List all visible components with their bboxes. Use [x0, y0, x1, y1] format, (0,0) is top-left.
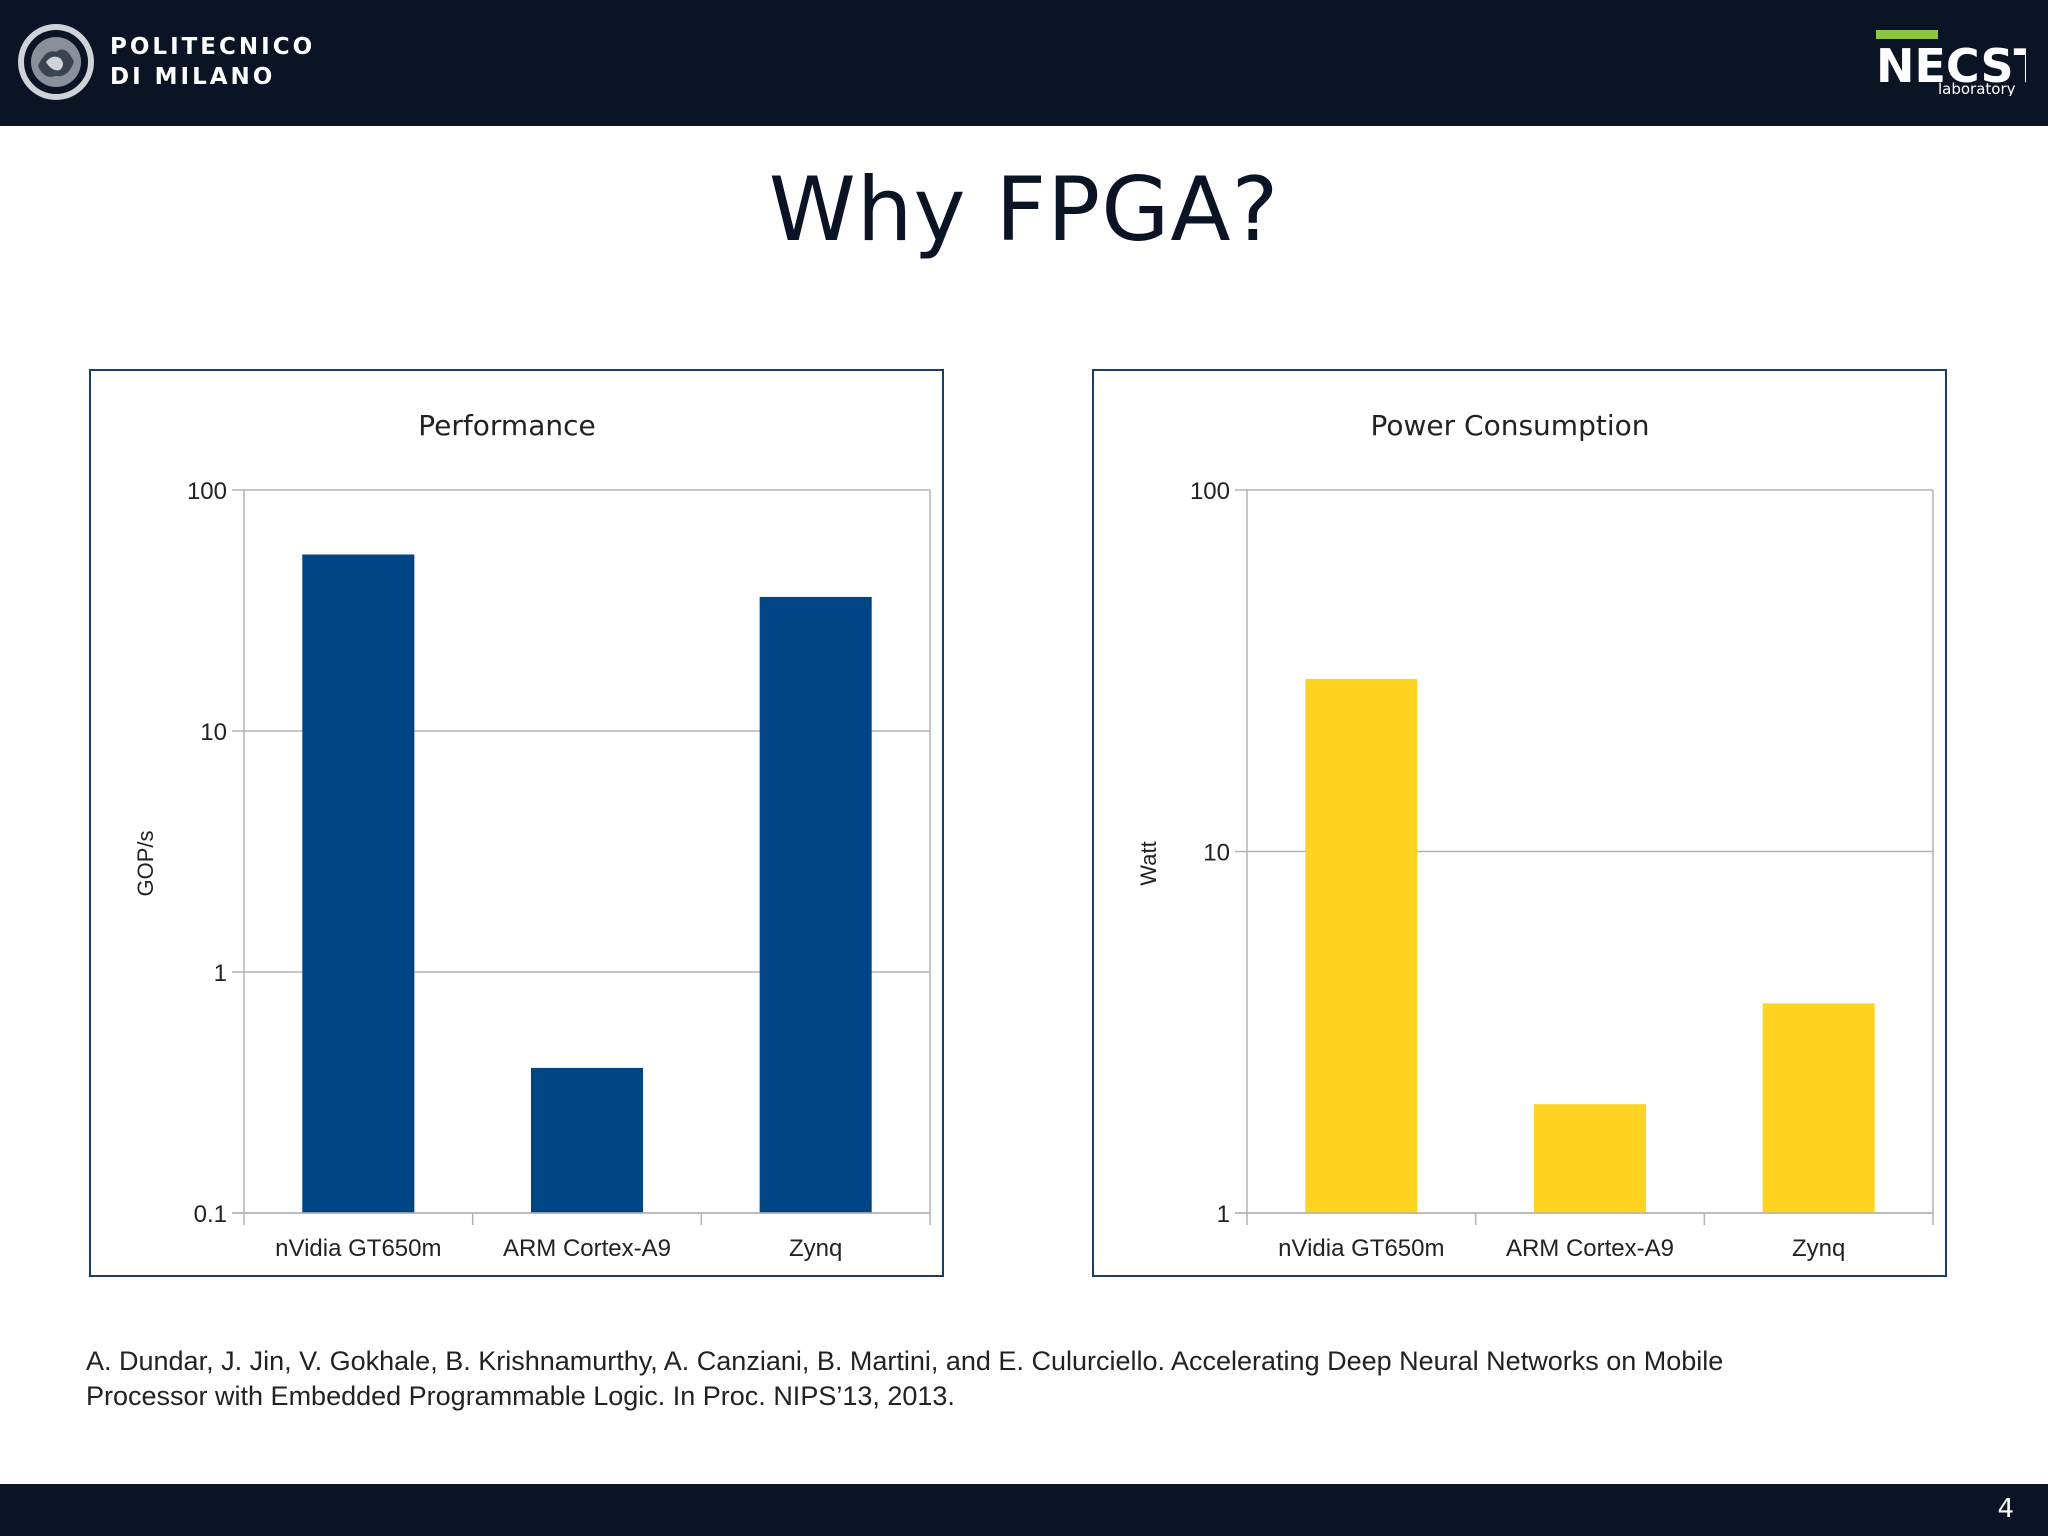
necst-logo-subtext: laboratory — [1938, 80, 2016, 96]
chart-title: Power Consumption — [1370, 409, 1649, 442]
x-category-label: nVidia GT650m — [1278, 1235, 1444, 1262]
x-category-label: ARM Cortex-A9 — [503, 1235, 671, 1262]
y-tick-label: 1 — [1217, 1201, 1230, 1228]
y-tick-label: 0.1 — [194, 1201, 227, 1228]
power-chart: Power Consumption 1 10 100 Watt nVidia GT650m… — [1092, 369, 1947, 1277]
bar-zynq — [1762, 1003, 1875, 1213]
y-tick-label: 10 — [200, 719, 227, 746]
power-chart-svg: Power Consumption 1 10 100 Watt nVidia GT650m… — [1136, 409, 1934, 1262]
performance-chart: Performance 0.1 1 10 100 GOP/s nVidia GT650m AR… — [89, 369, 944, 1277]
citation: A. Dundar, J. Jin, V. Gokhale, B. Krishn… — [86, 1344, 1966, 1414]
y-tick-label: 100 — [1190, 478, 1230, 505]
necst-green-bar — [1876, 30, 1938, 39]
x-category-label: nVidia GT650m — [275, 1235, 441, 1262]
university-name-line2: DI MILANO — [110, 64, 276, 90]
slide-title: Why FPGA? — [768, 158, 1280, 261]
bar-zynq — [759, 596, 872, 1213]
polimi-seal-icon — [18, 24, 94, 100]
footer-bar: 4 — [0, 1484, 2048, 1536]
page-number: 4 — [1997, 1494, 2014, 1524]
university-name-line1: POLITECNICO — [110, 34, 316, 60]
bar-arm-cortex-a9 — [530, 1067, 644, 1213]
polimi-logo: POLITECNICO DI MILANO — [16, 22, 315, 102]
y-tick-label: 100 — [187, 478, 227, 505]
bar-nvidia-gt650m — [1305, 679, 1418, 1213]
y-axis-label: GOP/s — [133, 830, 158, 896]
header-bar: POLITECNICO DI MILANO NECST laboratory — [0, 0, 2048, 126]
chart-title: Performance — [418, 409, 595, 442]
necst-logo-text: NECST — [1876, 39, 2026, 93]
bar-arm-cortex-a9 — [1533, 1104, 1647, 1213]
y-tick-label: 1 — [214, 960, 227, 987]
x-category-label: Zynq — [1792, 1235, 1845, 1262]
citation-line1: A. Dundar, J. Jin, V. Gokhale, B. Krishn… — [86, 1346, 1724, 1376]
y-tick-label: 10 — [1203, 840, 1230, 867]
bar-nvidia-gt650m — [302, 554, 415, 1213]
necst-logo: NECST laboratory — [1876, 30, 2026, 96]
citation-line2: Processor with Embedded Programmable Log… — [86, 1381, 955, 1411]
performance-chart-svg: Performance 0.1 1 10 100 GOP/s nVidia GT650m AR… — [133, 409, 931, 1262]
x-category-label: Zynq — [789, 1235, 842, 1262]
y-axis-label: Watt — [1136, 841, 1161, 885]
x-category-label: ARM Cortex-A9 — [1506, 1235, 1674, 1262]
